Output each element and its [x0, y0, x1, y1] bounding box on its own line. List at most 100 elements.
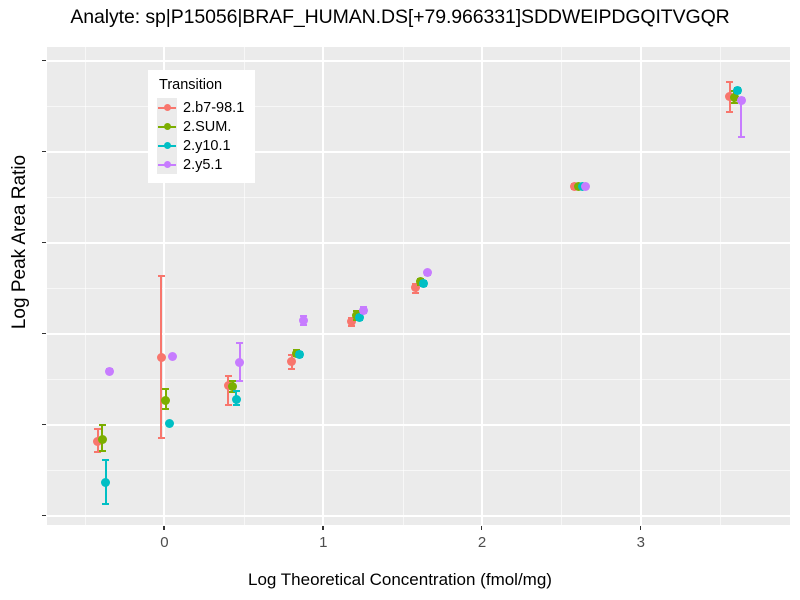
- error-bar-cap: [229, 380, 237, 383]
- legend-title: Transition: [159, 77, 223, 93]
- chart-title: Analyte: sp|P15056|BRAF_HUMAN.DS[+79.966…: [70, 6, 730, 28]
- error-bar-cap: [157, 274, 165, 277]
- data-point: [104, 366, 114, 376]
- legend-label: 2.b7-98.1: [183, 99, 245, 116]
- x-tick-mark: [639, 526, 642, 530]
- error-bar-cap: [224, 374, 232, 377]
- x-tick-label: 2: [477, 534, 487, 551]
- error-bar-cap: [102, 502, 110, 505]
- legend-entries: 2.b7-98.1 2.SUM. 2.y10.1 2.y5.1: [157, 98, 244, 174]
- error-bar-cap: [162, 387, 170, 390]
- error-bar: [740, 97, 743, 139]
- x-tick-mark: [163, 526, 165, 530]
- legend-label: 2.SUM.: [183, 118, 232, 135]
- data-point: [736, 96, 746, 106]
- error-bar-cap: [102, 459, 110, 462]
- gridline-minor-vertical: [243, 47, 245, 525]
- legend-label: 2.y5.1: [183, 156, 223, 173]
- data-point: [161, 395, 171, 405]
- error-bar: [227, 374, 230, 406]
- gridline-major-horizontal: [47, 241, 790, 244]
- error-bar-cap: [94, 451, 102, 454]
- x-axis-label: Log Theoretical Concentration (fmol/mg): [248, 570, 552, 589]
- legend-item-2sum[interactable]: 2.SUM.: [157, 117, 244, 136]
- error-bar-cap: [157, 437, 165, 440]
- legend-item-2y51[interactable]: 2.y5.1: [157, 155, 244, 174]
- data-point: [156, 352, 166, 362]
- data-point: [411, 282, 420, 292]
- gridline-minor-vertical: [402, 47, 404, 525]
- error-bar-cap: [98, 450, 106, 453]
- data-point: [101, 477, 111, 487]
- data-point: [422, 268, 432, 278]
- legend-key-icon: [157, 155, 177, 174]
- error-bar-cap: [94, 428, 102, 431]
- data-point: [347, 317, 357, 327]
- y-tick-mark: [42, 150, 46, 153]
- data-point: [733, 86, 743, 96]
- legend[interactable]: Transition 2.b7-98.1 2.SUM. 2.y10.1 2.y5.1: [148, 70, 256, 183]
- data-point: [355, 312, 365, 322]
- data-point: [581, 181, 591, 191]
- data-point: [295, 350, 305, 360]
- gridline-major-vertical: [322, 47, 325, 525]
- y-tick-mark: [42, 514, 46, 517]
- legend-key-icon: [157, 98, 177, 117]
- x-tick-mark: [481, 526, 483, 530]
- error-bar-cap: [236, 341, 244, 344]
- gridline-major-vertical: [163, 47, 166, 525]
- error-bar-cap: [232, 390, 240, 393]
- error-bar-cap: [726, 111, 734, 114]
- data-point: [164, 419, 174, 429]
- error-bar-cap: [726, 80, 734, 83]
- data-point: [287, 356, 297, 366]
- error-bar-cap: [224, 403, 232, 406]
- legend-key-icon: [157, 117, 177, 136]
- gridline-major-horizontal: [47, 150, 790, 153]
- error-bar-cap: [737, 136, 745, 139]
- error-bar-cap: [412, 291, 419, 294]
- gridline-minor-vertical: [720, 47, 722, 525]
- gridline-minor-vertical: [85, 47, 87, 525]
- gridline-major-horizontal: [47, 332, 790, 335]
- error-bar-cap: [98, 423, 106, 426]
- legend-item-2b7981[interactable]: 2.b7-98.1: [157, 98, 244, 117]
- y-tick-mark: [42, 332, 46, 335]
- gridline-major-horizontal: [47, 423, 790, 426]
- x-tick-label: 1: [319, 534, 328, 551]
- gridline-minor-horizontal: [47, 197, 790, 199]
- legend-label: 2.y10.1: [183, 137, 231, 154]
- data-point: [228, 382, 238, 392]
- data-point: [168, 352, 178, 362]
- x-tick-mark: [322, 526, 324, 530]
- gridline-major-horizontal: [47, 514, 790, 517]
- error-bar-cap: [232, 403, 240, 406]
- x-tick-label: 3: [636, 534, 645, 551]
- y-axis-label: Log Peak Area Ratio: [9, 154, 30, 330]
- data-point: [298, 315, 308, 325]
- data-point: [231, 394, 241, 404]
- data-point: [97, 434, 107, 444]
- error-bar-cap: [236, 380, 244, 383]
- data-point: [729, 92, 739, 102]
- error-bar-cap: [288, 368, 296, 371]
- data-point: [235, 358, 245, 368]
- gridline-minor-horizontal: [47, 379, 790, 381]
- y-tick-mark: [42, 59, 46, 62]
- y-tick-mark: [42, 423, 46, 426]
- gridline-minor-horizontal: [47, 106, 790, 108]
- data-point: [358, 305, 368, 315]
- gridline-major-vertical: [639, 47, 642, 525]
- y-tick-mark: [42, 241, 46, 244]
- error-bar-cap: [730, 102, 738, 105]
- gridline-minor-vertical: [561, 47, 563, 525]
- legend-item-2y101[interactable]: 2.y10.1: [157, 136, 244, 155]
- error-bar-cap: [162, 408, 170, 411]
- x-tick-label: 0: [160, 534, 169, 551]
- gridline-minor-horizontal: [47, 470, 790, 472]
- gridline-major-vertical: [481, 47, 483, 525]
- legend-key-icon: [157, 136, 177, 155]
- data-point: [419, 279, 428, 289]
- gridline-major-horizontal: [47, 59, 790, 62]
